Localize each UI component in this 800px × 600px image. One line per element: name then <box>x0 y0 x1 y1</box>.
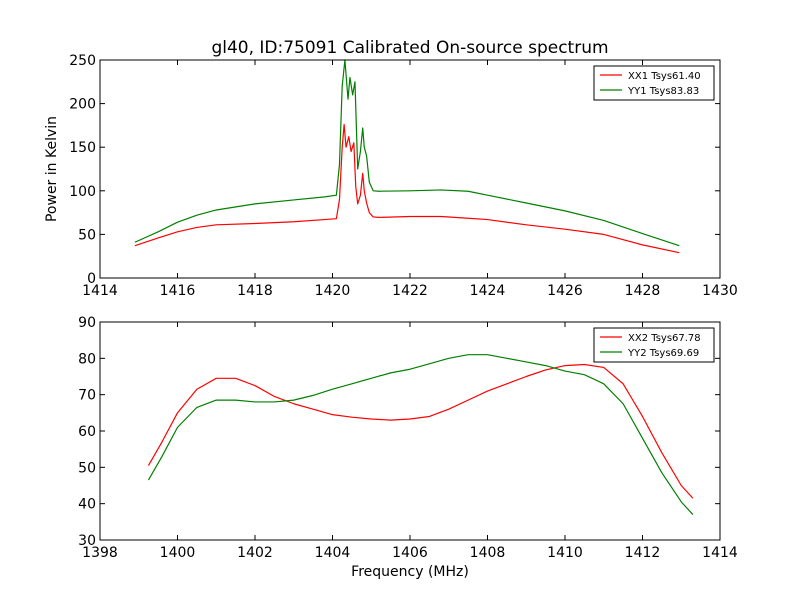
top-x-tick-label: 1424 <box>470 283 506 299</box>
top-series-line-yy <box>134 59 680 247</box>
top-y-tick-label: 200 <box>69 97 96 113</box>
bottom-y-tick-label: 40 <box>78 497 96 513</box>
bottom-x-tick-label: 1412 <box>625 545 661 561</box>
bottom-series-line-xx <box>147 363 694 499</box>
top-x-tick-label: 1430 <box>702 283 738 299</box>
top-axis-ticks: 1414 1416 1418 1420 1422 1424 1426 1428 1430 0 50 1… <box>69 53 738 299</box>
bottom-y-tick-label: 30 <box>78 533 96 549</box>
top-x-tick-label: 1426 <box>547 283 583 299</box>
top-x-tick-label: 1428 <box>625 283 661 299</box>
bottom-x-tick-label: 1410 <box>547 545 583 561</box>
bottom-axis-ticks: 1398 1400 1402 1404 1406 1408 1410 1412 1414 30 40… <box>78 315 738 561</box>
bottom-legend-label-xx2: XX2 Tsys67.78 <box>628 333 701 344</box>
top-legend-label-xx1: XX1 Tsys61.40 <box>628 71 701 82</box>
top-plot-frame <box>99 59 721 279</box>
bottom-y-tick-label: 50 <box>78 460 96 476</box>
top-y-axis-label: Power in Kelvin <box>44 116 60 222</box>
chart-title: gl40, ID:75091 Calibrated On-source spec… <box>211 38 608 58</box>
bottom-y-tick-label: 80 <box>78 351 96 367</box>
top-legend-label-yy1: YY1 Tsys83.83 <box>627 86 699 97</box>
top-series-line-xx <box>134 123 680 254</box>
bottom-y-tick-label: 90 <box>78 315 96 331</box>
bottom-x-tick-label: 1404 <box>315 545 351 561</box>
bottom-x-tick-label: 1406 <box>392 545 428 561</box>
top-x-tick-label: 1418 <box>237 283 273 299</box>
bottom-panel: Frequency (MHz) 1398 1400 1402 1404 1406 1408… <box>78 315 738 580</box>
bottom-series-line-yy <box>147 354 694 515</box>
bottom-y-tick-label: 70 <box>78 388 96 404</box>
bottom-x-tick-label: 1400 <box>160 545 196 561</box>
top-y-tick-label: 100 <box>69 184 96 200</box>
bottom-x-axis-label: Frequency (MHz) <box>351 564 469 580</box>
bottom-plot-frame <box>99 321 721 541</box>
top-legend-box <box>593 65 715 101</box>
bottom-x-tick-label: 1398 <box>82 545 118 561</box>
bottom-legend-label-yy2: YY2 Tsys69.69 <box>627 348 699 359</box>
bottom-series-lines <box>147 354 694 515</box>
bottom-x-tick-label: 1408 <box>470 545 506 561</box>
bottom-y-tick-label: 60 <box>78 424 96 440</box>
top-x-tick-label: 1422 <box>392 283 428 299</box>
top-panel: gl40, ID:75091 Calibrated On-source spec… <box>44 38 738 299</box>
top-y-tick-label: 0 <box>87 271 96 287</box>
bottom-x-tick-label: 1414 <box>702 545 738 561</box>
top-x-tick-label: 1414 <box>82 283 118 299</box>
top-series-lines <box>134 59 680 254</box>
bottom-legend: XX2 Tsys67.78 YY2 Tsys69.69 <box>593 327 715 363</box>
top-x-tick-label: 1416 <box>160 283 196 299</box>
top-y-tick-label: 250 <box>69 53 96 69</box>
top-legend: XX1 Tsys61.40 YY1 Tsys83.83 <box>593 65 715 101</box>
top-y-tick-label: 50 <box>78 227 96 243</box>
top-x-tick-label: 1420 <box>315 283 351 299</box>
bottom-legend-box <box>593 327 715 363</box>
bottom-x-tick-label: 1402 <box>237 545 273 561</box>
top-y-tick-label: 150 <box>69 140 96 156</box>
